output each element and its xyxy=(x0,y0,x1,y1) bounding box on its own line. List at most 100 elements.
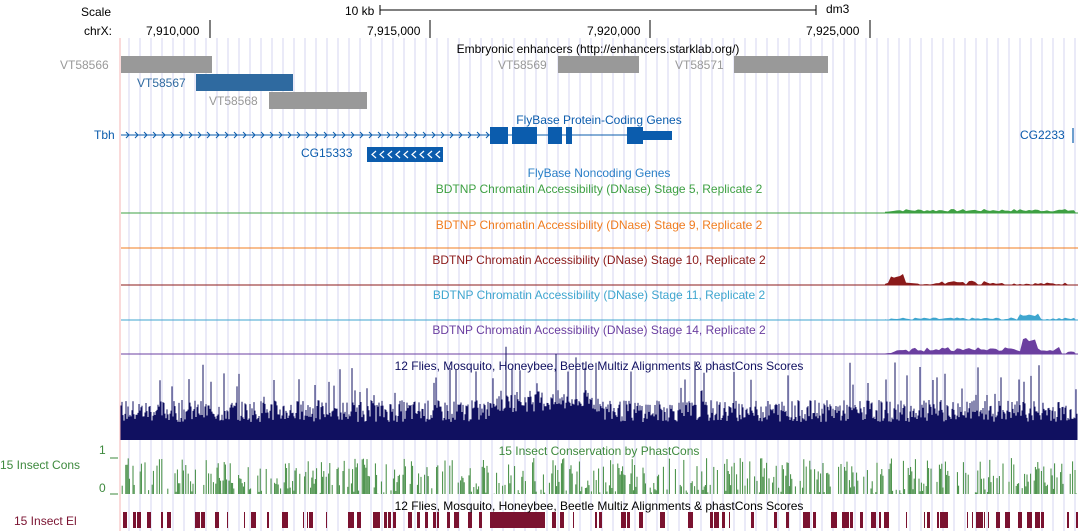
conserved-element xyxy=(479,512,482,528)
dnase-track-title[interactable]: BDTNP Chromatin Accessibility (DNase) St… xyxy=(432,253,766,267)
enhancer-label[interactable]: VT58566 xyxy=(60,58,109,72)
strand-arrow xyxy=(419,150,425,159)
strand-arrow xyxy=(404,131,409,139)
flybase-noncoding-track-title[interactable]: FlyBase Noncoding Genes xyxy=(527,166,671,180)
conserved-element xyxy=(123,512,127,528)
gene-label-cg2233[interactable]: CG2233 xyxy=(1020,128,1065,142)
strand-arrow xyxy=(233,131,238,139)
elements-left-label[interactable]: 15 Insect El xyxy=(14,514,77,528)
strand-arrow xyxy=(323,131,328,139)
conserved-element xyxy=(573,512,574,528)
conserved-element xyxy=(627,512,630,528)
strand-arrow xyxy=(134,131,139,139)
enhancer-box xyxy=(121,56,212,73)
phastcons-track-title[interactable]: 15 Insect Conservation by PhastCons xyxy=(498,444,700,458)
conserved-element xyxy=(774,512,777,528)
conserved-element xyxy=(282,512,285,528)
gene-label-tbh[interactable]: Tbh xyxy=(94,128,115,142)
flybase-coding-track-title[interactable]: FlyBase Protein-Coding Genes xyxy=(516,113,682,127)
strand-arrow xyxy=(422,131,427,139)
gene-label-cg15333[interactable]: CG15333 xyxy=(301,146,353,160)
strand-arrow xyxy=(251,131,256,139)
conserved-element xyxy=(167,512,171,528)
ruler-position: 7,910,000 xyxy=(146,24,200,38)
conserved-element xyxy=(267,512,269,528)
enhancer-label[interactable]: VT58567 xyxy=(137,76,186,90)
gene-cg15333 xyxy=(367,147,443,162)
conserved-element xyxy=(326,512,327,528)
conserved-element xyxy=(490,512,545,528)
strand-arrow xyxy=(386,131,391,139)
conserved-element xyxy=(937,512,939,528)
strand-arrow xyxy=(427,150,433,159)
ruler-position: 7,915,000 xyxy=(367,24,421,38)
ruler-position: 7,925,000 xyxy=(806,24,860,38)
strand-arrow xyxy=(188,131,193,139)
conserved-element xyxy=(786,512,789,528)
strand-arrow xyxy=(269,131,274,139)
assembly-label: dm3 xyxy=(826,2,850,16)
conserved-element xyxy=(1067,512,1069,528)
dnase-track-title[interactable]: BDTNP Chromatin Accessibility (DNase) St… xyxy=(432,288,766,302)
conserved-element xyxy=(218,512,219,528)
conserved-element xyxy=(227,512,228,528)
conserved-element xyxy=(215,512,218,528)
conserved-element xyxy=(1005,512,1006,528)
elements-track-title[interactable]: 12 Flies, Mosquito, Honeybee, Beetle Mul… xyxy=(394,499,804,513)
enhancers-track-title[interactable]: Embryonic enhancers (http://enhancers.st… xyxy=(456,42,740,56)
dnase-track-title[interactable]: BDTNP Chromatin Accessibility (DNase) St… xyxy=(432,323,766,337)
strand-arrow xyxy=(125,131,130,139)
dnase-track-title[interactable]: BDTNP Chromatin Accessibility (DNase) St… xyxy=(435,218,763,232)
conserved-element xyxy=(927,512,930,528)
strand-arrow xyxy=(242,131,247,139)
conserved-element xyxy=(454,512,459,528)
conserved-element xyxy=(595,512,597,528)
conserved-element xyxy=(850,512,853,528)
strand-arrow xyxy=(296,131,301,139)
dnase-signal xyxy=(885,313,1076,320)
strand-arrow xyxy=(179,131,184,139)
dnase-signal xyxy=(885,209,1076,213)
conserved-element xyxy=(729,512,730,528)
conserved-element xyxy=(251,512,256,528)
strand-arrow xyxy=(314,131,319,139)
strand-arrow xyxy=(350,131,355,139)
enhancer-label[interactable]: VT58571 xyxy=(675,58,724,72)
conserved-element xyxy=(161,512,163,528)
conserved-element xyxy=(924,512,925,528)
dnase-track-title[interactable]: BDTNP Chromatin Accessibility (DNase) St… xyxy=(435,182,763,196)
gene-exon xyxy=(627,127,643,144)
gene-exon xyxy=(548,127,562,144)
multiz-track-title[interactable]: 12 Flies, Mosquito, Honeybee, Beetle Mul… xyxy=(394,359,804,373)
conserved-element xyxy=(348,512,351,528)
strand-arrow xyxy=(458,131,463,139)
strand-arrow xyxy=(287,131,292,139)
strand-arrow xyxy=(377,131,382,139)
enhancer-label[interactable]: VT58568 xyxy=(209,94,258,108)
conserved-element xyxy=(244,512,245,528)
conserved-element xyxy=(447,512,450,528)
conserved-element xyxy=(710,512,713,528)
strand-arrow xyxy=(440,131,445,139)
conserved-element xyxy=(979,512,983,528)
strand-arrow xyxy=(395,150,401,159)
conserved-element xyxy=(560,512,564,528)
strand-arrow xyxy=(215,131,220,139)
conserved-element xyxy=(906,512,907,528)
conserved-element xyxy=(621,512,626,528)
strand-arrow xyxy=(341,131,346,139)
conserved-element xyxy=(976,512,979,528)
conserved-element xyxy=(1076,512,1078,528)
conserved-element xyxy=(433,512,436,528)
conserved-element xyxy=(395,512,396,528)
conserved-element xyxy=(984,512,985,528)
phastcons-left-label[interactable]: 15 Insect Cons xyxy=(0,458,81,472)
strand-arrow xyxy=(387,150,393,159)
conserved-element xyxy=(831,512,836,528)
enhancer-label[interactable]: VT58569 xyxy=(498,58,547,72)
strand-arrow xyxy=(411,150,417,159)
conserved-element xyxy=(1006,512,1010,528)
conserved-element xyxy=(418,512,420,528)
conserved-element xyxy=(1041,512,1044,528)
